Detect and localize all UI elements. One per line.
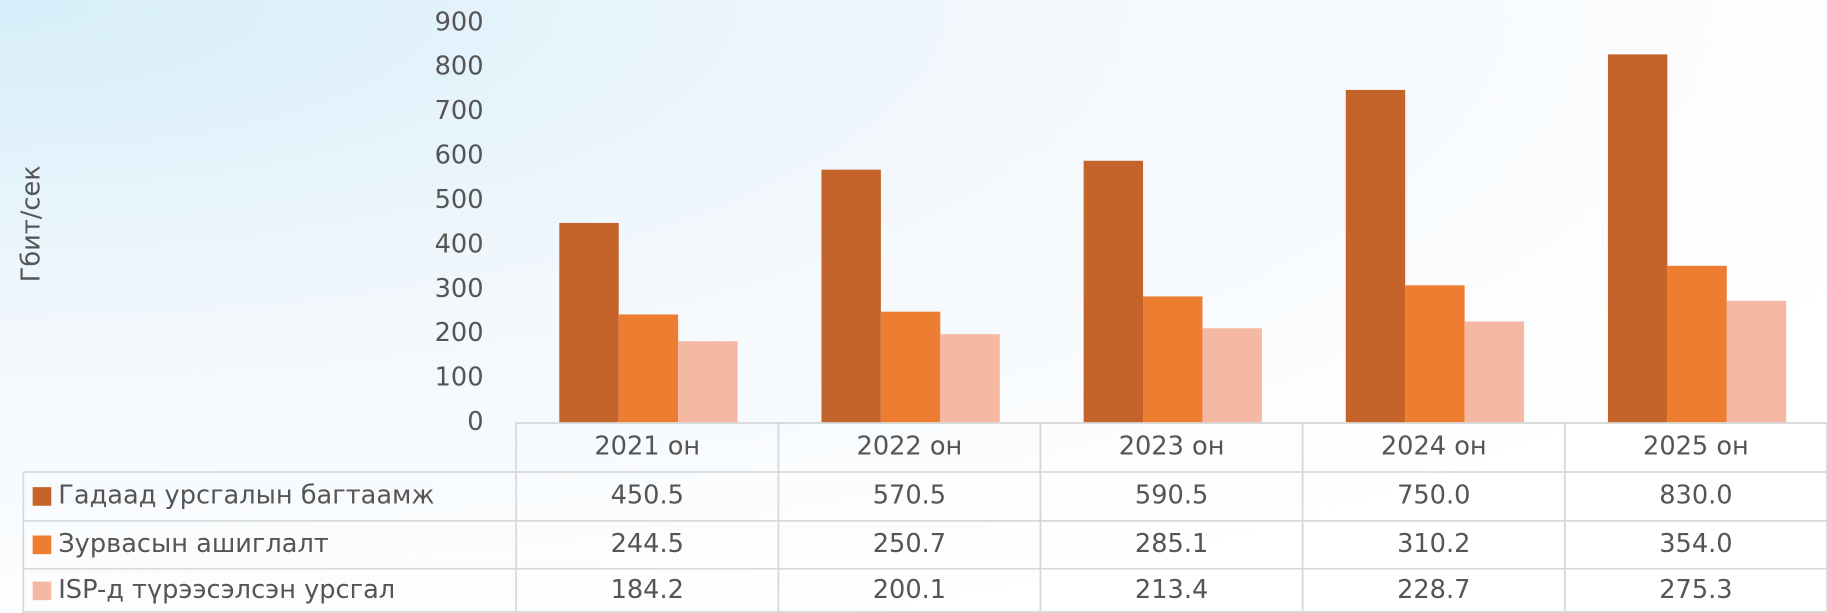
y-tick-label: 800 [435,52,484,82]
table-value: 450.5 [611,480,684,510]
x-tick-label: 2024 он [1381,432,1487,462]
bar [940,334,1000,424]
y-tick-label: 600 [435,141,484,171]
x-tick-label: 2022 он [857,432,963,462]
legend-label: Зурвасын ашиглалт [58,529,329,559]
table-value: 830.0 [1659,480,1732,510]
table-value: 354.0 [1659,529,1732,559]
y-tick-label: 100 [435,363,484,393]
bar [1405,285,1465,424]
bar [821,169,881,424]
bar [618,314,679,424]
bar [1345,89,1406,424]
y-axis-label: Гбит/сек [17,165,47,282]
y-tick-label: 0 [467,407,483,437]
bar [678,341,738,424]
table-value: 213.4 [1135,575,1208,605]
bar [880,311,941,424]
y-tick-label: 300 [435,274,484,304]
bar [1607,54,1668,424]
bar [1143,296,1203,424]
legend-label: ISP-д түрээсэлсэн урсгал [58,575,395,605]
x-tick-label: 2023 он [1119,432,1225,462]
table-value: 250.7 [873,529,946,559]
legend-label: Гадаад урсгалын багтаамж [58,480,434,510]
table-value: 310.2 [1397,529,1470,559]
y-tick-label: 200 [435,318,484,348]
bar [559,222,619,424]
bar [1202,328,1262,424]
table-value: 750.0 [1397,480,1470,510]
table-value: 590.5 [1135,480,1208,510]
y-tick-label: 700 [435,96,484,126]
table-value: 244.5 [611,529,684,559]
bar [1083,160,1144,424]
table-value: 184.2 [611,575,684,605]
table-value: 570.5 [873,480,946,510]
legend-swatch [32,487,52,506]
legend-swatch [32,581,52,601]
x-tick-label: 2025 он [1643,432,1749,462]
bar [1726,300,1787,424]
bar [1667,265,1727,424]
table-value: 228.7 [1397,575,1470,605]
table-value: 275.3 [1659,575,1732,605]
y-tick-label: 400 [435,229,484,259]
table-value: 200.1 [873,575,946,605]
x-tick-label: 2021 он [594,432,700,462]
table-value: 285.1 [1135,529,1208,559]
y-tick-label: 900 [435,7,484,37]
y-tick-label: 500 [435,185,484,215]
bar [1464,321,1525,424]
legend-swatch [32,535,52,555]
